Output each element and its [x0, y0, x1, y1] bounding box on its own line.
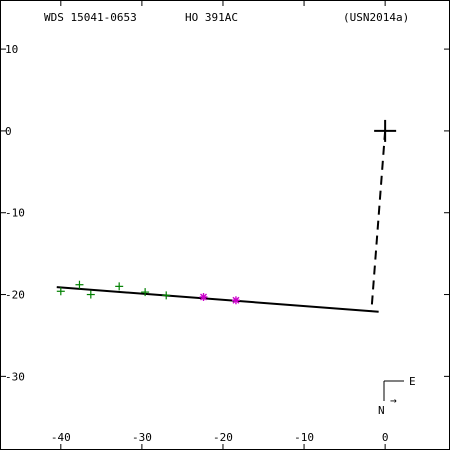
y-tick-label: -20 [5, 289, 25, 302]
header-discoverer: HO 391AC [185, 11, 238, 24]
dashed-connector-line [370, 130, 387, 312]
observation-plus-marker [86, 290, 95, 299]
observation-asterisk-marker [199, 293, 208, 301]
asterisk-marker-d2 [232, 296, 240, 304]
header-reference: (USN2014a) [343, 11, 409, 24]
compass-east-label: E [409, 375, 416, 388]
asterisk-marker-d2 [200, 293, 208, 301]
observation-plus-marker [162, 291, 171, 300]
x-tick-label: -30 [132, 431, 152, 444]
y-tick-label: -10 [5, 207, 25, 220]
x-tick-label: -10 [294, 431, 314, 444]
observation-plus-marker [56, 287, 65, 296]
x-tick-label: -40 [51, 431, 71, 444]
compass-direction-arrow: → [390, 394, 397, 407]
observation-asterisk-marker [231, 296, 240, 305]
x-tick-label: -20 [213, 431, 233, 444]
compass: E N → [378, 375, 416, 417]
header-wds: WDS 15041-0653 [44, 11, 137, 24]
observation-plus-marker [141, 288, 150, 297]
y-tick-label: 0 [5, 125, 12, 138]
y-tick-label: 10 [5, 43, 18, 56]
compass-north-label: N [378, 404, 385, 417]
observation-plus-marker [75, 280, 84, 289]
y-tick-label: -30 [5, 370, 25, 383]
observation-plus-marker [115, 282, 124, 291]
orbit-line [56, 286, 379, 313]
x-tick-label: 0 [382, 431, 389, 444]
